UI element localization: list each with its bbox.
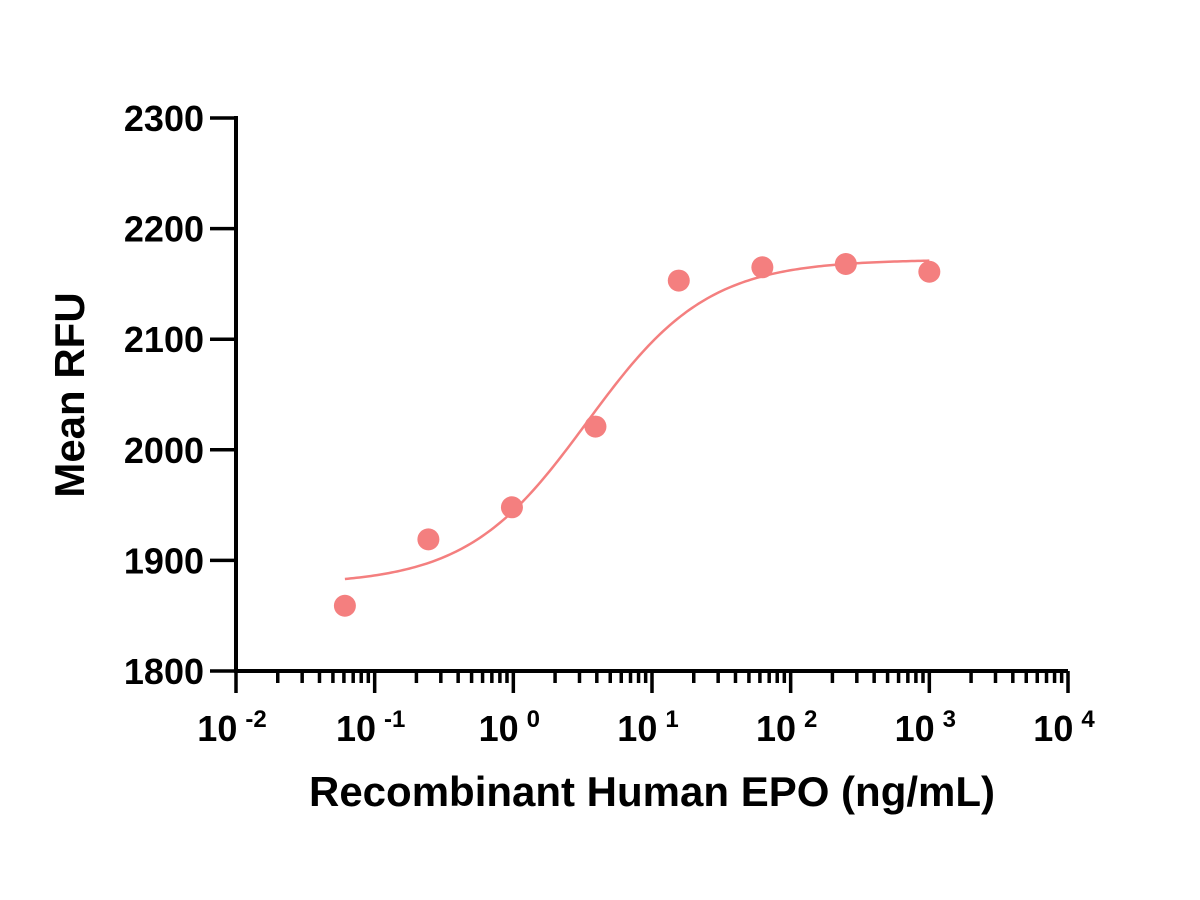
x-tick-label: 10 1 [617, 706, 678, 749]
x-tick-label-base: 10 [336, 708, 376, 749]
y-tick-label: 2300 [124, 98, 204, 139]
x-axis-title: Recombinant Human EPO (ng/mL) [309, 768, 995, 815]
x-tick-label-exponent: 2 [804, 706, 817, 733]
data-points-layer [333, 252, 941, 617]
fit-curve-layer [344, 259, 930, 581]
x-tick-label-exponent: -1 [384, 706, 405, 733]
fit-curve [344, 259, 930, 581]
data-point [667, 269, 690, 292]
x-tick-label-base: 10 [479, 708, 519, 749]
x-tick-label-exponent: -2 [245, 706, 266, 733]
y-tick-label: 2100 [124, 319, 204, 360]
y-tick-label: 2200 [124, 209, 204, 250]
x-tick-label: 10 3 [895, 706, 956, 749]
x-tick-label-base: 10 [895, 708, 935, 749]
x-tick-label-exponent: 3 [943, 706, 956, 733]
data-point [333, 594, 356, 617]
x-tick-label: 10 4 [1033, 706, 1095, 749]
y-tick-label: 1900 [124, 540, 204, 581]
y-axis-title: Mean RFU [46, 292, 93, 497]
x-tick-label: 10 2 [756, 706, 817, 749]
y-tick-label: 2000 [124, 430, 204, 471]
data-point [918, 260, 941, 283]
data-point [417, 528, 440, 551]
x-tick-label-exponent: 0 [527, 706, 540, 733]
data-point [584, 415, 607, 438]
data-point [751, 256, 774, 279]
x-tick-label: 10 0 [479, 706, 540, 749]
data-point [834, 252, 857, 275]
x-tick-label-base: 10 [617, 708, 657, 749]
x-tick-label-base: 10 [197, 708, 237, 749]
x-tick-label: 10 -1 [336, 706, 405, 749]
x-tick-label: 10 -2 [197, 706, 266, 749]
y-tick-label: 1800 [124, 651, 204, 692]
x-tick-label-base: 10 [756, 708, 796, 749]
x-tick-label-exponent: 1 [665, 706, 678, 733]
data-point [500, 496, 523, 519]
x-tick-label-exponent: 4 [1081, 706, 1095, 733]
x-tick-label-base: 10 [1033, 708, 1073, 749]
